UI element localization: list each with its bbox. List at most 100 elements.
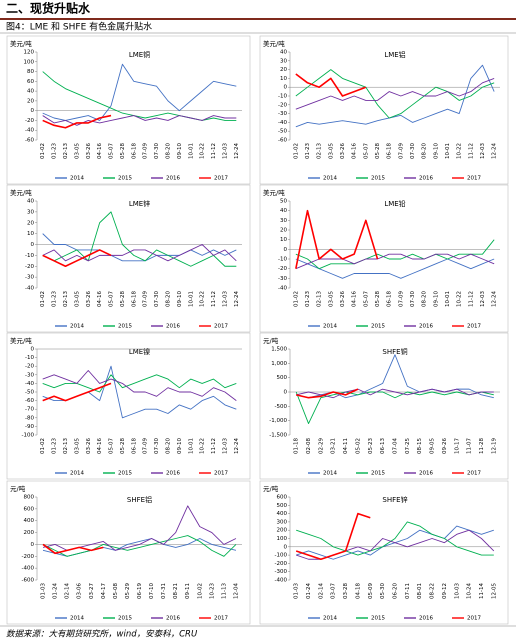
x-tick-label: 05-28 [120,143,126,159]
x-tick-label: 12-24 [492,143,498,159]
x-tick-label: 04-11 [343,438,349,454]
chart-title: SHFE锌 [382,495,407,504]
x-tick-label: 06-13 [380,438,386,454]
x-tick-label: 08-20 [165,143,171,159]
x-tick-label: 09-10 [177,438,183,454]
y-tick-label: 0 [284,390,288,396]
x-tick-label: 03-05 [74,438,80,454]
chart-title: LME铜 [129,50,150,59]
y-tick-label: -200 [275,561,288,567]
legend-label: 2016 [419,324,433,330]
axis-unit: 美元/吨 [10,39,32,48]
y-tick-label: 40 [27,199,34,205]
axis-unit: 元/吨 [10,484,26,493]
legend-label: 2015 [118,324,132,330]
chart-frame [259,35,509,185]
y-tick-label: 500 [277,503,288,509]
x-tick-label: 07-30 [154,143,160,159]
x-tick-label: 11-12 [211,143,217,159]
x-tick-label: 01-23 [52,438,58,454]
x-tick-label: 12-03 [222,438,228,454]
x-tick-label: 11-14 [479,583,485,599]
legend-label: 2016 [419,471,433,477]
x-tick-label: 01-03 [41,583,47,599]
legend-label: 2017 [214,471,228,477]
chart-title: LME铝 [384,50,405,59]
x-tick-label: 03-21 [331,438,337,454]
legend-label: 2016 [419,176,433,182]
x-tick-label: 03-26 [86,438,92,454]
y-tick-label: -40 [25,381,34,387]
y-tick-label: 500 [277,375,288,381]
x-tick-label: 03-05 [328,291,334,307]
y-tick-label: 1,500 [271,347,287,353]
x-tick-label: 05-28 [375,291,381,307]
legend-label: 2015 [118,616,132,622]
y-tick-label: 20 [280,67,287,73]
y-tick-label: -400 [275,578,288,584]
legend-label: 2014 [323,324,337,330]
x-tick-label: 12-03 [222,143,228,159]
x-tick-label: 07-30 [154,291,160,307]
x-tick-label: 03-26 [340,291,346,307]
x-tick-label: 08-20 [165,438,171,454]
x-tick-label: 04-17 [101,583,107,599]
y-tick-label: -10 [25,355,34,361]
x-tick-label: 05-28 [120,291,126,307]
x-tick-label: 09-05 [430,438,436,454]
x-tick-label: 01-02 [293,291,299,307]
y-tick-label: -20 [278,266,287,272]
series-line [295,253,495,270]
legend-label: 2017 [214,176,228,182]
y-tick-label: 20 [280,228,287,234]
chart-frame [6,35,251,185]
y-tick-label: -40 [278,286,287,292]
series-line [295,391,494,424]
legend-label: 2015 [371,471,385,477]
legend-label: 2014 [323,471,337,477]
chart-title: SHFE铝 [127,495,152,504]
y-tick-label: -40 [25,128,34,134]
y-tick-label: 0 [284,85,288,91]
legend-label: 2015 [371,616,385,622]
legend-label: 2017 [467,616,481,622]
x-tick-label: 09-10 [433,143,439,159]
axis-unit: 美元/吨 [10,188,32,197]
series-line [42,370,237,401]
y-tick-label: 30 [27,209,34,215]
x-tick-label: 03-05 [74,143,80,159]
x-tick-label: 05-30 [380,583,386,599]
x-tick-label: 12-05 [491,583,497,599]
y-tick-label: -40 [25,286,34,292]
x-tick-label: 06-18 [387,291,393,307]
series-line [295,73,367,97]
series-line [295,388,359,399]
axis-unit: 元/吨 [263,484,279,493]
y-tick-label: -300 [275,569,288,575]
y-tick-label: -60 [25,138,34,144]
x-tick-label: 10-03 [454,583,460,599]
x-tick-label: 12-04 [233,583,239,599]
legend-label: 2014 [323,616,337,622]
y-tick-label: -10 [278,94,287,100]
series-line [42,249,112,268]
y-tick-label: 0 [284,247,288,253]
x-tick-label: 05-23 [368,438,374,454]
legend-label: 2016 [166,471,180,477]
x-tick-label: 10-01 [188,143,194,159]
y-tick-label: -40 [278,120,287,126]
x-tick-label: 10-01 [445,291,451,307]
axis-unit: 美元/吨 [10,336,32,345]
y-tick-label: 60 [27,79,34,85]
x-tick-label: 03-28 [343,583,349,599]
x-tick-label: 04-16 [97,438,103,454]
chart-title: LME铅 [384,199,405,208]
axis-unit: 美元/吨 [263,39,285,48]
legend-label: 2014 [70,176,84,182]
legend-label: 2014 [323,176,337,182]
x-tick-label: 12-03 [480,143,486,159]
source-note: 数据来源：大有期货研究所，wind，安泰科，CRU [6,629,198,640]
x-tick-label: 07-09 [143,438,149,454]
y-tick-label: 100 [24,59,35,65]
